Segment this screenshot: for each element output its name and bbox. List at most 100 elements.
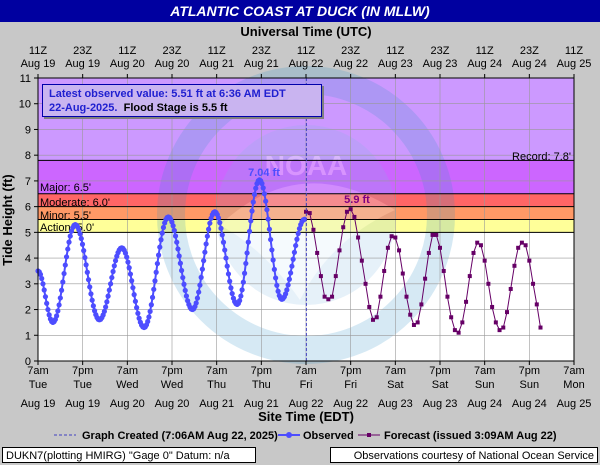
top-tick-date: Aug 24 [512,58,547,70]
bottom-tick-date: Aug 20 [110,398,145,410]
observed-point [265,216,271,222]
observed-point [103,304,109,310]
top-tick-date: Aug 23 [423,58,458,70]
forecast-point [385,245,390,250]
observed-point [135,310,141,316]
observed-point [105,293,111,299]
observed-point [246,228,253,234]
observed-point [156,252,162,258]
bottom-tick-time: 7am [474,365,495,377]
bottom-tick-day: Sun [475,379,495,391]
forecast-point [452,328,457,333]
forecast-point [408,312,413,317]
observed-point [101,308,107,315]
observed-point [174,239,180,245]
forecast-point [534,302,539,307]
observed-point [122,250,129,256]
observed-point [207,220,213,226]
observed-point [260,185,266,191]
forecast-point [363,281,368,286]
bottom-tick-day: Wed [161,379,183,391]
observed-point [67,233,73,239]
forecast-point [330,294,335,299]
observed-point [201,258,207,264]
moderate-label: Moderate: 6.0' [40,197,110,209]
forecast-point [538,325,543,330]
forecast-point [527,258,532,263]
y-tick-label: 3 [25,279,31,291]
observed-point [261,191,268,197]
observed-point [131,292,137,298]
top-tick-label: 11Z [29,45,47,57]
observed-point [219,232,225,238]
observed-point [217,220,223,226]
bottom-tick-time: 7am [117,365,138,377]
forecast-point [397,248,402,253]
latest-observation-line1: Latest observed value: 5.51 ft at 6:36 A… [49,88,286,100]
observed-point [218,225,224,231]
forecast-point [389,234,394,239]
observed-point [61,270,67,277]
observed-point [264,207,270,213]
observed-point [87,284,93,290]
observed-point [284,287,290,293]
forecast-point [475,240,480,245]
bottom-tick-time: 7pm [251,365,272,377]
chart-title: ATLANTIC COAST AT DUCK (IN MLLW) [169,3,430,19]
observed-point [288,270,294,276]
bottom-tick-date: Aug 19 [21,398,56,410]
observed-point [268,236,274,243]
bottom-axis-title: Site Time (EDT) [258,409,354,424]
observed-point [148,302,154,308]
forecast-point [467,274,472,279]
forecast-point [490,304,495,309]
observed-point [244,250,250,256]
observed-point [107,281,114,287]
top-tick-label: 23Z [341,45,360,57]
legend-forecast-label: Forecast (issued 3:09AM Aug 22) [384,430,557,442]
observed-point [285,282,291,288]
y-tick-label: 2 [25,305,31,317]
observed-point [250,199,256,205]
bottom-tick-day: Thu [207,379,226,391]
top-tick-label: 11Z [118,45,136,57]
observed-point [215,215,222,221]
observed-point [228,285,234,291]
observed-point [274,282,280,288]
observed-point [243,260,249,267]
forecast-point [486,281,491,286]
top-tick-label: 11Z [297,45,315,57]
forecast-point [378,294,383,299]
observed-point [158,237,164,243]
y-tick-label: 10 [19,99,31,111]
observed-point [129,278,135,284]
bottom-axis: 7am Tue Aug 19 7pm Tue Aug 19 7am Wed Aug 20 7pm W… [21,361,591,410]
y-tick-label: 0 [25,356,31,368]
forecast-point [382,268,387,273]
y-tick-label: 5 [25,227,31,239]
data-source-footer: Observations courtesy of National Ocean … [330,447,598,463]
observed-point [263,198,269,204]
bottom-tick-date: Aug 24 [512,398,547,410]
observed-point [282,291,289,297]
top-tick-label: 23Z [520,45,539,57]
observed-point [42,294,49,300]
observed-point [175,246,181,252]
bottom-tick-time: 7am [295,365,316,377]
top-tick-date: Aug 21 [199,58,234,70]
observed-point [58,287,65,293]
forecast-point [505,310,509,315]
forecast-point [307,211,312,216]
forecast-point [326,297,331,302]
observed-series [35,177,308,331]
forecast-point [531,281,536,286]
bottom-tick-date: Aug 23 [378,398,413,410]
forecast-point [352,214,357,219]
observed-point [55,308,61,314]
observed-point [151,286,157,292]
forecast-point [519,240,524,245]
observed-point [198,274,204,280]
observed-point [193,300,199,306]
observed-point [183,293,190,299]
